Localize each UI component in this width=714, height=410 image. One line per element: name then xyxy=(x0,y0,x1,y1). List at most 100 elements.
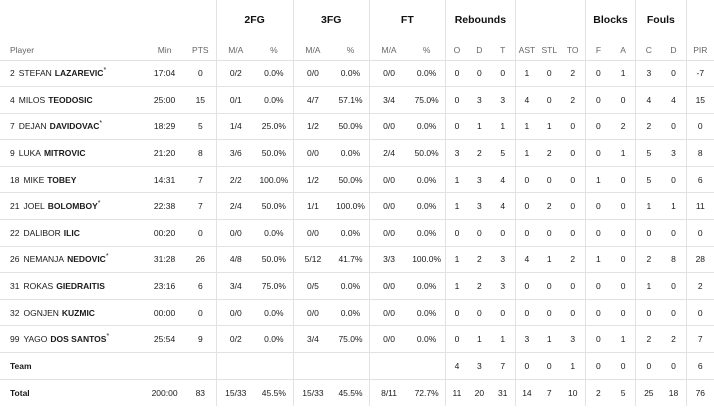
cell-fg3-pct: 0.0% xyxy=(332,60,370,88)
column-header-pts[interactable]: PTS xyxy=(185,40,216,61)
player-cell: 4 MILOS TEODOSIC xyxy=(0,86,144,114)
cell-pir: 28 xyxy=(685,246,714,274)
cell-reb-o: 1 xyxy=(444,192,469,221)
column-header-reb-d[interactable]: D xyxy=(468,40,491,61)
player-row[interactable]: 2 STEFAN LAZAREVIC* 17:04 0 0/2 0.0% 0/0 0.0% 0/0… xyxy=(0,60,714,88)
cell-fg2-pct: 0.0% xyxy=(255,86,294,114)
cell-to: 1 xyxy=(560,352,586,380)
cell-stl: 0 xyxy=(537,299,561,327)
cell-foul-d: 2 xyxy=(661,325,687,354)
player-first-name: OGNJEN xyxy=(23,307,59,318)
cell-fg2-pct: 50.0% xyxy=(255,246,294,274)
cell-reb-t: 0 xyxy=(490,299,516,327)
cell-stl: 7 xyxy=(546,387,552,398)
cell-min: 22:38 xyxy=(144,192,186,221)
player-cell: 9 LUKA MITROVIC xyxy=(0,139,144,167)
cell-ast: 0 xyxy=(514,166,538,194)
cell-stl: 0 xyxy=(537,86,561,114)
group-header-rebounds: Rebounds xyxy=(444,0,516,40)
cell-fg2-ma: 0/0 xyxy=(215,219,256,247)
column-header-ast[interactable]: AST xyxy=(514,40,538,61)
cell-reb-o: 0 xyxy=(444,86,469,114)
cell-foul-d: 0 xyxy=(661,352,687,380)
cell-to: 0 xyxy=(560,272,586,300)
cell-reb-d: 3 xyxy=(468,86,491,114)
cell-fg2-pct: 0.0% xyxy=(255,299,294,327)
cell-pts: 9 xyxy=(185,325,216,354)
column-header-foul-d[interactable]: D xyxy=(661,40,687,61)
column-header-player[interactable]: Player xyxy=(0,40,144,61)
player-last-name[interactable]: KUZMIC xyxy=(61,307,95,318)
cell-pir: 0 xyxy=(685,299,714,327)
column-header-foul-c[interactable]: C xyxy=(635,40,662,61)
column-header-reb-o[interactable]: O xyxy=(444,40,469,61)
cell-ft-ma: 2/4 xyxy=(368,139,409,167)
cell-foul-c: 5 xyxy=(635,139,662,167)
player-last-name[interactable]: TEODOSIC xyxy=(48,94,93,105)
cell-fg2-ma: 2/4 xyxy=(215,192,256,221)
cell-blk-a: 1 xyxy=(611,139,636,167)
column-header-ft-pct[interactable]: % xyxy=(408,40,446,61)
player-last-name[interactable]: NEDOVIC xyxy=(67,254,106,265)
cell-min: 31:28 xyxy=(144,246,186,274)
cell-reb-t: 7 xyxy=(490,352,516,380)
cell-blk-f: 0 xyxy=(584,299,612,327)
cell-foul-d: 0 xyxy=(661,299,687,327)
cell-ft-ma: 3/3 xyxy=(368,246,409,274)
player-row[interactable]: 4 MILOS TEODOSIC 25:00 15 0/1 0.0% 4/7 57.1% 3/4 7… xyxy=(0,86,714,114)
cell-ft-ma: 8/11 xyxy=(368,379,409,406)
cell-pts: 8 xyxy=(185,139,216,167)
player-row[interactable]: 9 LUKA MITROVIC 21:20 8 3/6 50.0% 0/0 0.0% 2/4 50.… xyxy=(0,139,714,167)
player-row[interactable]: 99 YAGO DOS SANTOS* 25:54 9 0/2 0.0% 3/4 75.0% 0/… xyxy=(0,325,714,354)
player-last-name[interactable]: TOBEY xyxy=(47,174,77,185)
column-header-stl[interactable]: STL xyxy=(537,40,561,61)
column-header-to[interactable]: TO xyxy=(560,40,586,61)
cell-fg2-ma: 0/2 xyxy=(215,60,256,88)
player-row[interactable]: 31 ROKAS GIEDRAITIS 23:16 6 3/4 75.0% 0/5 0.0% 0/… xyxy=(0,272,714,300)
column-header-2fg-ma[interactable]: M/A xyxy=(215,40,256,61)
column-header-reb-t[interactable]: T xyxy=(490,40,516,61)
column-header-3fg-ma[interactable]: M/A xyxy=(292,40,333,61)
column-header-blk-f[interactable]: F xyxy=(584,40,612,61)
cell-stl: 0 xyxy=(537,219,561,247)
cell-reb-t: 1 xyxy=(490,113,516,141)
cell-fg2-pct: 50.0% xyxy=(255,192,294,221)
column-header-min[interactable]: Min xyxy=(144,40,186,61)
column-header-3fg-pct[interactable]: % xyxy=(332,40,370,61)
player-cell: 18 MIKE TOBEY xyxy=(0,166,144,194)
player-last-name[interactable]: GIEDRAITIS xyxy=(56,281,105,292)
player-row[interactable]: 18 MIKE TOBEY 14:31 7 2/2 100.0% 1/2 50.0% 0/0 0.0… xyxy=(0,166,714,194)
column-header-blk-a[interactable]: A xyxy=(611,40,636,61)
player-cell: 32 OGNJEN KUZMIC xyxy=(0,299,144,327)
player-last-name[interactable]: MITROVIC xyxy=(43,148,86,159)
player-last-name[interactable]: DOS SANTOS xyxy=(50,334,107,345)
player-last-name[interactable]: BOLOMBOY xyxy=(47,201,98,212)
group-header-player xyxy=(0,0,144,40)
column-header-2fg-pct[interactable]: % xyxy=(255,40,294,61)
cell-ft-pct: 0.0% xyxy=(408,272,446,300)
player-last-name[interactable]: ILIC xyxy=(63,227,80,238)
player-row[interactable]: 32 OGNJEN KUZMIC 00:00 0 0/0 0.0% 0/0 0.0% 0/0 0.0… xyxy=(0,299,714,327)
player-last-name[interactable]: DAVIDOVAC xyxy=(49,121,100,132)
cell-to: 0 xyxy=(560,139,586,167)
player-row[interactable]: 7 DEJAN DAVIDOVAC* 18:29 5 1/4 25.0% 1/2 50.0% 0/… xyxy=(0,113,714,141)
cell-fg3-pct: 50.0% xyxy=(332,113,370,141)
cell-blk-a: 1 xyxy=(611,325,636,354)
cell-min: 14:31 xyxy=(144,166,186,194)
cell-stl: 1 xyxy=(537,246,561,274)
column-header-ft-ma[interactable]: M/A xyxy=(368,40,409,61)
cell-ft-pct: 72.7% xyxy=(414,387,439,398)
player-row[interactable]: 26 NEMANJA NEDOVIC* 31:28 26 4/8 50.0% 5/12 41.7… xyxy=(0,246,714,274)
player-last-name[interactable]: LAZAREVIC xyxy=(54,68,104,79)
cell-pts: 15 xyxy=(185,86,216,114)
player-cell: 2 STEFAN LAZAREVIC* xyxy=(0,60,144,88)
cell-reb-t: 5 xyxy=(490,139,516,167)
column-header-pir[interactable]: PIR xyxy=(685,40,714,61)
player-row[interactable]: 21 JOEL BOLOMBOY* 22:38 7 2/4 50.0% 1/1 100.0% 0/… xyxy=(0,192,714,221)
cell-pir: 6 xyxy=(685,166,714,194)
player-row[interactable]: 22 DALIBOR ILIC 00:20 0 0/0 0.0% 0/0 0.0% 0/0 0.0%… xyxy=(0,219,714,247)
cell-ft-ma: 0/0 xyxy=(368,60,409,88)
starter-marker: * xyxy=(97,200,101,208)
cell-reb-o: 11 xyxy=(444,379,469,406)
